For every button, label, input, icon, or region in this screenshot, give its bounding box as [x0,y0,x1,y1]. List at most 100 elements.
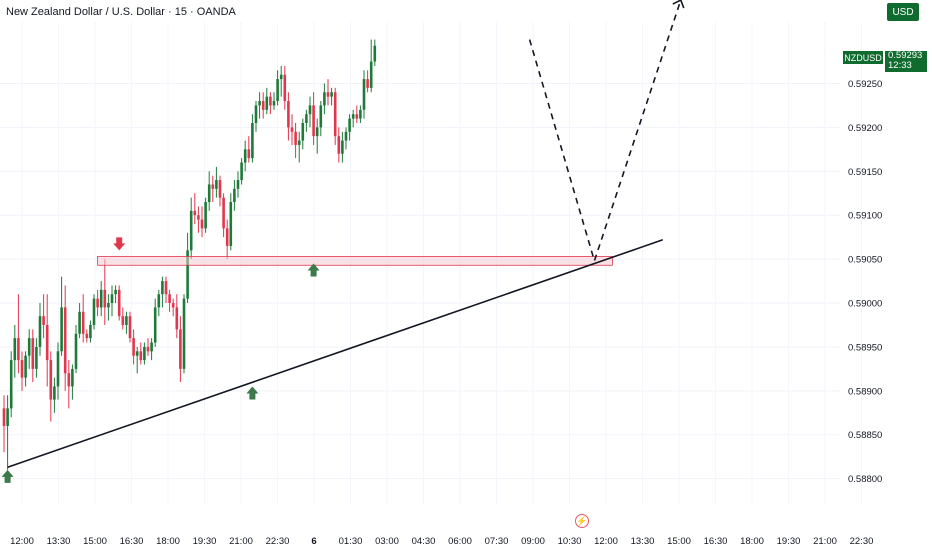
time-tick-label: 6 [311,536,316,547]
time-tick-label: 21:00 [813,536,837,547]
candle-body [330,92,333,97]
candle [315,118,319,154]
price-tick-label: 0.59050 [848,255,882,266]
candle-body [362,79,366,110]
projection-path [528,0,682,264]
candle [24,351,27,387]
candle [225,219,229,260]
time-tick-label: 13:30 [631,536,655,547]
time-tick-label: 10:30 [558,536,582,547]
candle-body [240,162,243,181]
candle-body [45,324,49,361]
candle-body [114,289,117,295]
candle [362,70,366,119]
candle [179,316,182,383]
lightning-icon[interactable]: ⚡ [575,514,589,528]
candle-body [294,131,297,145]
candle [272,92,276,110]
candle [171,298,175,317]
candle [369,39,373,93]
candle [35,338,38,378]
candle-body [229,202,233,246]
price-tick-label: 0.58950 [848,342,882,353]
price-tick-label: 0.59000 [848,299,882,310]
candle-body [13,338,17,361]
candle [233,180,236,211]
candle [164,276,168,304]
candle-body [139,351,143,361]
candle [323,83,326,115]
candle [132,329,135,365]
candle-body [207,184,211,203]
candle [143,342,146,365]
candle-body [24,355,27,378]
candle-body [107,303,110,308]
currency-button[interactable]: USD [887,3,919,21]
candle-body [197,215,200,220]
candle [60,276,63,356]
time-tick-label: 18:00 [740,536,764,547]
candle [168,289,171,312]
candle-body [287,101,290,128]
candle [128,311,132,343]
price-tick-label: 0.59100 [848,211,882,222]
time-tick-label: 21:00 [229,536,253,547]
support-trendline [7,239,664,468]
candle [211,175,215,203]
time-axis[interactable]: 12:00 13:30 15:00 16:30 18:00 19:30 21:00 22:30… [10,536,873,547]
candle-body [17,338,20,361]
candle [135,346,139,374]
projection-arrowhead [672,0,685,9]
candle [297,131,301,163]
candle-body [225,228,229,246]
candle-body [269,96,272,106]
bar-countdown: 12:33 [888,60,912,71]
arrow-up-icon [307,263,320,277]
candle-body [290,127,294,132]
candle [193,193,197,224]
price-axis[interactable]: 0.58800 0.58850 0.58900 0.58950 0.59000 0.590… [848,79,882,485]
candle [279,65,283,97]
time-tick-label: 04:30 [412,536,436,547]
price-tag: 0.59293 12:33 [885,51,927,72]
candle-body [189,210,193,251]
candle-body [182,298,186,369]
candle-body [261,101,265,110]
candle-body [351,114,355,119]
candle-body [236,180,240,189]
candle [337,127,341,163]
candle-body [243,149,247,163]
price-tick-label: 0.58900 [848,386,882,397]
time-tick-label: 16:30 [120,536,144,547]
time-tick-label: 18:00 [156,536,180,547]
candle-body [38,316,42,347]
candle-body [53,386,56,400]
candle-body [42,316,45,325]
resistance-zone [97,256,613,266]
candle [276,70,279,106]
candle-body [222,197,225,229]
candle [114,285,117,304]
candle [200,206,204,238]
candle [305,109,308,132]
candle-body [308,105,312,115]
candle [2,395,6,453]
candle [319,101,323,137]
candle [229,193,233,251]
candle [78,303,81,339]
candle [125,311,128,334]
candle-body [283,74,287,102]
candle-body [143,346,146,361]
candle [85,329,89,343]
candle [139,342,143,365]
candle-body [200,219,204,229]
candle [38,303,42,356]
time-tick-label: 12:00 [10,536,34,547]
candle [258,92,261,119]
price-value: 0.59293 [888,50,923,61]
candle [251,114,254,163]
candle [6,395,9,470]
candle [287,92,290,141]
candle-body [279,74,283,80]
